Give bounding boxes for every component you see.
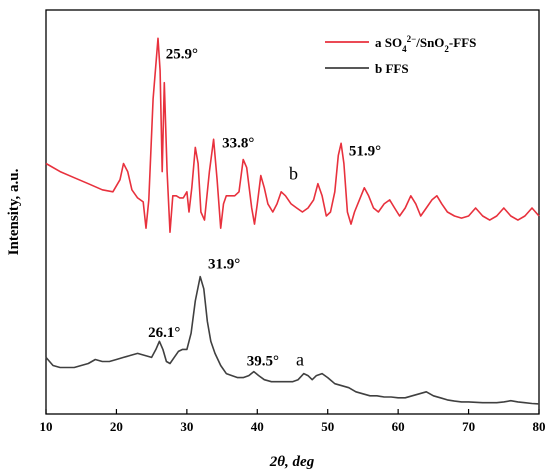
legend-label-b: b FFS bbox=[375, 61, 409, 76]
x-tick-label: 40 bbox=[251, 419, 264, 434]
series-line-a bbox=[45, 37, 540, 233]
peak-annotation: 39.5° bbox=[247, 354, 279, 370]
peak-annotation: 31.9° bbox=[208, 257, 240, 273]
x-axis-title: 2θ, deg bbox=[269, 454, 315, 470]
legend: a SO42−/SnO2-FFS b FFS bbox=[325, 34, 476, 76]
y-axis-title: Intensity, a.u. bbox=[6, 168, 22, 255]
x-tick-label: 70 bbox=[462, 419, 475, 434]
annotation-group: 25.9° 33.8° 51.9° 31.9° 26.1° 39.5° b a bbox=[148, 46, 381, 369]
x-tick-label: 60 bbox=[392, 419, 405, 434]
peak-annotation: 26.1° bbox=[148, 325, 180, 341]
x-tick-label: 80 bbox=[533, 419, 546, 434]
curve-label: a bbox=[296, 350, 304, 370]
peak-annotation: 25.9° bbox=[166, 46, 198, 62]
series-group bbox=[45, 37, 540, 405]
series-line-b bbox=[45, 275, 540, 405]
x-tick-label: 20 bbox=[110, 419, 123, 434]
x-tick-label: 10 bbox=[40, 419, 53, 434]
x-tick-label: 50 bbox=[321, 419, 334, 434]
plot-frame bbox=[45, 9, 540, 415]
curve-label: b bbox=[289, 164, 298, 184]
x-tick-label: 30 bbox=[180, 419, 193, 434]
peak-annotation: 33.8° bbox=[222, 135, 254, 151]
peak-annotation: 51.9° bbox=[349, 143, 381, 159]
legend-label-a: a SO42−/SnO2-FFS bbox=[375, 34, 476, 54]
x-tick-group: 10 20 30 40 50 60 70 80 bbox=[40, 409, 546, 434]
